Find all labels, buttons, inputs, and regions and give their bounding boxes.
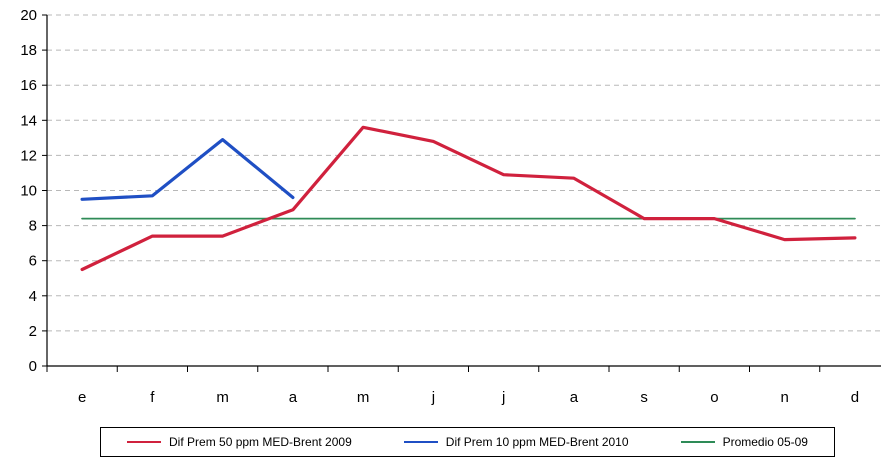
legend-label-1: Dif Prem 10 ppm MED-Brent 2010	[445, 435, 629, 449]
y-tick-label-0: 0	[29, 358, 37, 375]
series-line-0	[80, 125, 857, 272]
y-tick-labels: 0 2 4 6 8 10 12 14 16 18 20	[20, 7, 37, 375]
x-tick-label-0: e	[78, 389, 86, 406]
y-tick-label-3: 6	[29, 253, 37, 270]
x-tick-label-7: a	[570, 389, 579, 406]
x-tick-label-11: d	[851, 389, 859, 406]
y-tick-label-7: 14	[20, 112, 37, 129]
series-line-1	[80, 138, 295, 201]
x-tick-label-3: a	[289, 389, 298, 406]
y-tick-label-9: 18	[20, 42, 37, 59]
legend-label-0: Dif Prem 50 ppm MED-Brent 2009	[169, 435, 352, 449]
x-tick-label-1: f	[150, 389, 155, 406]
y-tick-label-1: 2	[29, 323, 37, 340]
y-tick-label-4: 8	[29, 218, 37, 235]
legend-swatch-0	[127, 441, 162, 443]
x-tick-label-9: o	[710, 389, 718, 406]
x-tick-label-5: j	[431, 389, 435, 406]
y-tick-label-8: 16	[20, 77, 37, 94]
legend-swatch-1	[403, 441, 438, 443]
x-tick-label-6: j	[501, 389, 505, 406]
gridlines	[47, 14, 881, 332]
axes	[42, 14, 881, 372]
x-tick-label-2: m	[216, 389, 229, 406]
legend-label-2: Promedio 05-09	[722, 435, 808, 449]
legend-swatch-2	[680, 441, 715, 443]
legend-item-0: Dif Prem 50 ppm MED-Brent 2009	[127, 435, 352, 449]
x-tick-label-8: s	[640, 389, 648, 406]
y-tick-label-6: 12	[20, 147, 37, 164]
x-tick-label-10: n	[780, 389, 788, 406]
x-tick-label-4: m	[357, 389, 370, 406]
legend-item-2: Promedio 05-09	[680, 435, 808, 449]
series-lines	[80, 125, 857, 272]
y-tick-label-10: 20	[20, 7, 37, 24]
legend: Dif Prem 50 ppm MED-Brent 2009 Dif Prem 1…	[100, 427, 835, 457]
legend-item-1: Dif Prem 10 ppm MED-Brent 2010	[403, 435, 629, 449]
y-tick-label-5: 10	[20, 183, 37, 200]
y-tick-label-2: 4	[29, 288, 37, 305]
